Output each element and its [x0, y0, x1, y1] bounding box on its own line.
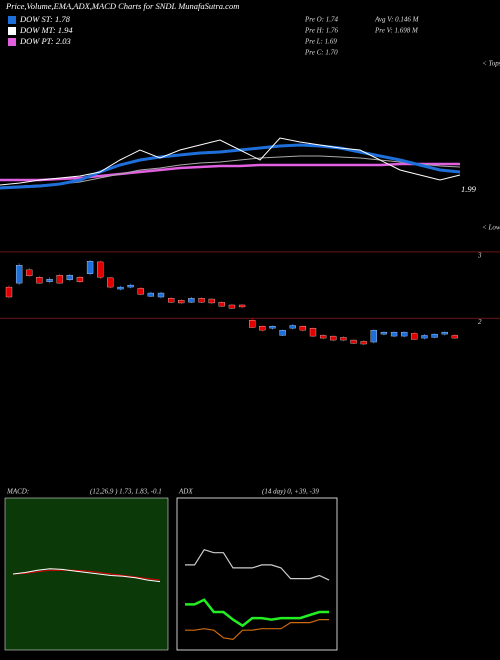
candle-body: [208, 298, 215, 304]
last-price-label: 1.99: [461, 184, 477, 194]
series-line: [0, 155, 461, 188]
lows-label: < Lows: [482, 224, 500, 232]
page-title: Price,Volume,EMA,ADX,MACD Charts for SND…: [5, 1, 239, 11]
legend-swatch: [8, 27, 16, 35]
candle-body: [279, 329, 286, 336]
y-tick-label: 2: [478, 318, 482, 326]
candle-body: [421, 335, 428, 339]
candle-body: [97, 261, 104, 278]
candle-body: [218, 302, 225, 307]
candle-body: [289, 325, 296, 329]
candle-body: [360, 341, 367, 345]
candle-body: [15, 265, 23, 284]
panel-background: [4, 497, 169, 651]
stat-label: Pre V: 1.698 M: [374, 27, 419, 35]
stat-label: Pre O: 1.74: [304, 16, 338, 24]
panel-title: MACD:: [6, 488, 29, 496]
legend-label: DOW ST: 1.78: [19, 14, 71, 24]
candle-body: [76, 277, 84, 282]
candle-body: [147, 292, 155, 297]
candle-body: [390, 331, 398, 337]
candle-body: [5, 286, 13, 298]
candle-body: [107, 277, 114, 288]
stat-label: Avg V: 0.146 M: [374, 16, 420, 24]
candle-body: [350, 339, 357, 344]
series-line: [12, 568, 161, 583]
candle-body: [157, 292, 165, 298]
candle-body: [86, 261, 94, 274]
candle-body: [269, 326, 276, 329]
candle-body: [188, 298, 195, 303]
candle-body: [56, 275, 63, 284]
candle-body: [259, 326, 266, 331]
candle-body: [401, 331, 408, 337]
series-line: [0, 162, 460, 182]
series-line: [0, 137, 461, 186]
stat-label: Pre L: 1.69: [304, 38, 337, 46]
series-line: [185, 548, 330, 581]
candle-body: [411, 333, 418, 340]
candle-body: [319, 335, 327, 339]
series-line: [0, 143, 461, 190]
candle-body: [228, 304, 236, 309]
candle-body: [249, 320, 256, 328]
candle-body: [431, 333, 438, 338]
candle-body: [238, 304, 246, 308]
stat-label: Pre C: 1.70: [304, 49, 338, 57]
tops-label: < Tops: [482, 60, 500, 68]
candle-body: [340, 337, 347, 341]
candle-body: [26, 269, 33, 276]
candle-body: [330, 335, 337, 341]
legend-swatch: [8, 16, 16, 24]
candle-body: [66, 275, 73, 280]
legend-label: DOW PT: 2.03: [19, 36, 71, 46]
candle-body: [299, 326, 307, 331]
candle-body: [36, 277, 43, 284]
panel-title: ADX: [178, 488, 193, 496]
candle-body: [178, 300, 185, 304]
candle-body: [380, 331, 388, 335]
candle-body: [117, 286, 124, 290]
panel-border: [176, 497, 338, 651]
panel-subtitle: (12,26,9 ) 1.73, 1.83, -0.1: [90, 488, 162, 496]
candle-body: [46, 278, 53, 282]
candle-body: [451, 335, 459, 339]
series-line: [185, 598, 329, 628]
candle-body: [167, 298, 175, 303]
series-line: [185, 619, 329, 641]
candle-body: [309, 327, 317, 337]
candle-body: [441, 331, 448, 335]
candle-body: [198, 298, 205, 303]
candle-body: [137, 288, 144, 295]
series-line: [12, 569, 161, 581]
legend-swatch: [8, 38, 16, 46]
legend-label: DOW MT: 1.94: [19, 25, 73, 35]
candle-body: [127, 284, 134, 288]
panel-subtitle: (14 day) 0, +39, -39: [262, 488, 319, 496]
y-tick-label: 3: [477, 252, 482, 260]
candle-body: [370, 329, 377, 343]
stat-label: Pre H: 1.76: [304, 27, 338, 35]
